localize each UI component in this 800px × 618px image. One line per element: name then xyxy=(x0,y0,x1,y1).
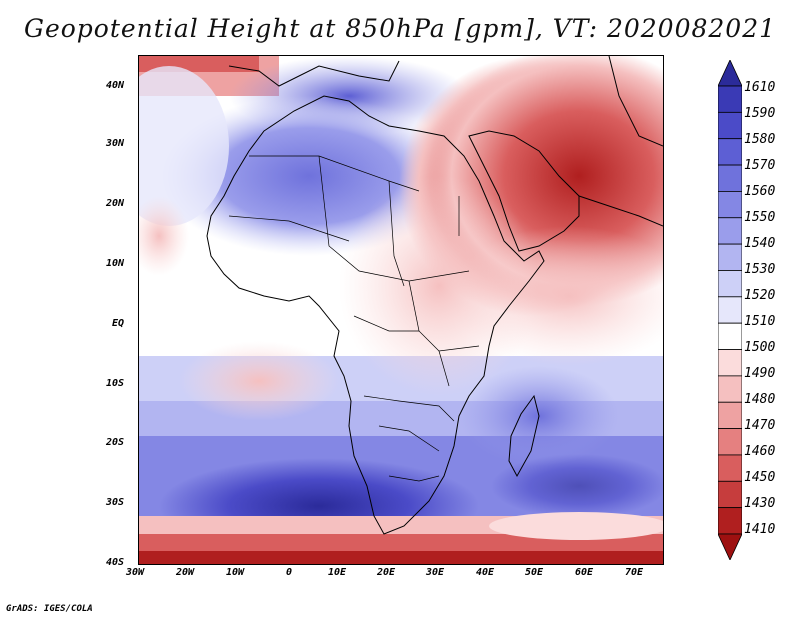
lon-label: 10W xyxy=(226,567,244,578)
colorbar-cell xyxy=(718,297,742,323)
colorbar-label: 1540 xyxy=(744,236,775,251)
lon-label: 20W xyxy=(176,567,194,578)
colorbar-label: 1510 xyxy=(744,314,775,329)
colorbar-label: 1450 xyxy=(744,470,775,485)
lat-label: 10S xyxy=(106,378,124,389)
lon-label: 30W xyxy=(126,567,144,578)
colorbar-label: 1480 xyxy=(744,392,775,407)
map-panel xyxy=(138,55,664,565)
colorbar-cell xyxy=(718,481,742,507)
colorbar-label: 1590 xyxy=(744,106,775,121)
lat-label: 20N xyxy=(106,198,124,209)
colorbar-cell xyxy=(718,191,742,217)
colorbar-cell xyxy=(718,165,742,191)
lat-label: 10N xyxy=(106,258,124,269)
colorbar-cell xyxy=(718,323,742,349)
colorbar-label: 1570 xyxy=(744,158,775,173)
colorbar-label: 1470 xyxy=(744,418,775,433)
colorbar-cell xyxy=(718,244,742,270)
lat-label: 30S xyxy=(106,497,124,508)
colorbar-cell xyxy=(718,455,742,481)
colorbar-cell xyxy=(718,350,742,376)
colorbar-label: 1460 xyxy=(744,444,775,459)
colorbar-label: 1500 xyxy=(744,340,775,355)
geopotential-field xyxy=(139,56,663,564)
colorbar-cell xyxy=(718,218,742,244)
colorbar-label: 1560 xyxy=(744,184,775,199)
colorbar-label: 1530 xyxy=(744,262,775,277)
lon-label: 40E xyxy=(476,567,494,578)
lon-label: 0 xyxy=(286,567,292,578)
colorbar-label: 1550 xyxy=(744,210,775,225)
colorbar-label: 1490 xyxy=(744,366,775,381)
colorbar-cell xyxy=(718,376,742,402)
map-title: Geopotential Height at 850hPa [gpm], VT:… xyxy=(0,14,800,43)
colorbar-label: 1430 xyxy=(744,496,775,511)
colorbar xyxy=(718,60,742,560)
colorbar-cell xyxy=(718,534,742,560)
colorbar-cell xyxy=(718,270,742,296)
lat-label: 40S xyxy=(106,557,124,568)
lon-label: 30E xyxy=(426,567,444,578)
colorbar-cell xyxy=(718,86,742,112)
colorbar-cell xyxy=(718,139,742,165)
lon-label: 10E xyxy=(328,567,346,578)
lat-label: 40N xyxy=(106,80,124,91)
lat-label: EQ xyxy=(112,318,124,329)
colorbar-label: 1410 xyxy=(744,522,775,537)
colorbar-cell xyxy=(718,402,742,428)
colorbar-cell xyxy=(718,112,742,138)
colorbar-cell xyxy=(718,60,742,86)
colorbar-label: 1520 xyxy=(744,288,775,303)
colorbar-cell xyxy=(718,508,742,534)
colorbar-cell xyxy=(718,429,742,455)
lat-label: 20S xyxy=(106,437,124,448)
lon-label: 60E xyxy=(575,567,593,578)
lon-label: 20E xyxy=(377,567,395,578)
lat-label: 30N xyxy=(106,138,124,149)
lon-label: 50E xyxy=(525,567,543,578)
colorbar-label: 1610 xyxy=(744,80,775,95)
credit-text: GrADS: IGES/COLA xyxy=(6,604,93,614)
lon-label: 70E xyxy=(625,567,643,578)
colorbar-label: 1580 xyxy=(744,132,775,147)
